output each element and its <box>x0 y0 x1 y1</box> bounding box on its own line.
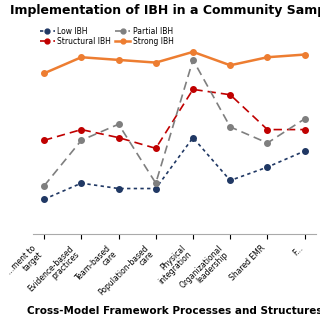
Legend: Low IBH, Structural IBH, Partial IBH, Strong IBH: Low IBH, Structural IBH, Partial IBH, St… <box>37 24 177 49</box>
X-axis label: Cross-Model Framework Processes and Structures: Cross-Model Framework Processes and Stru… <box>27 306 320 316</box>
Title: Implementation of IBH in a Community Sample: Implementation of IBH in a Community Sam… <box>10 4 320 17</box>
